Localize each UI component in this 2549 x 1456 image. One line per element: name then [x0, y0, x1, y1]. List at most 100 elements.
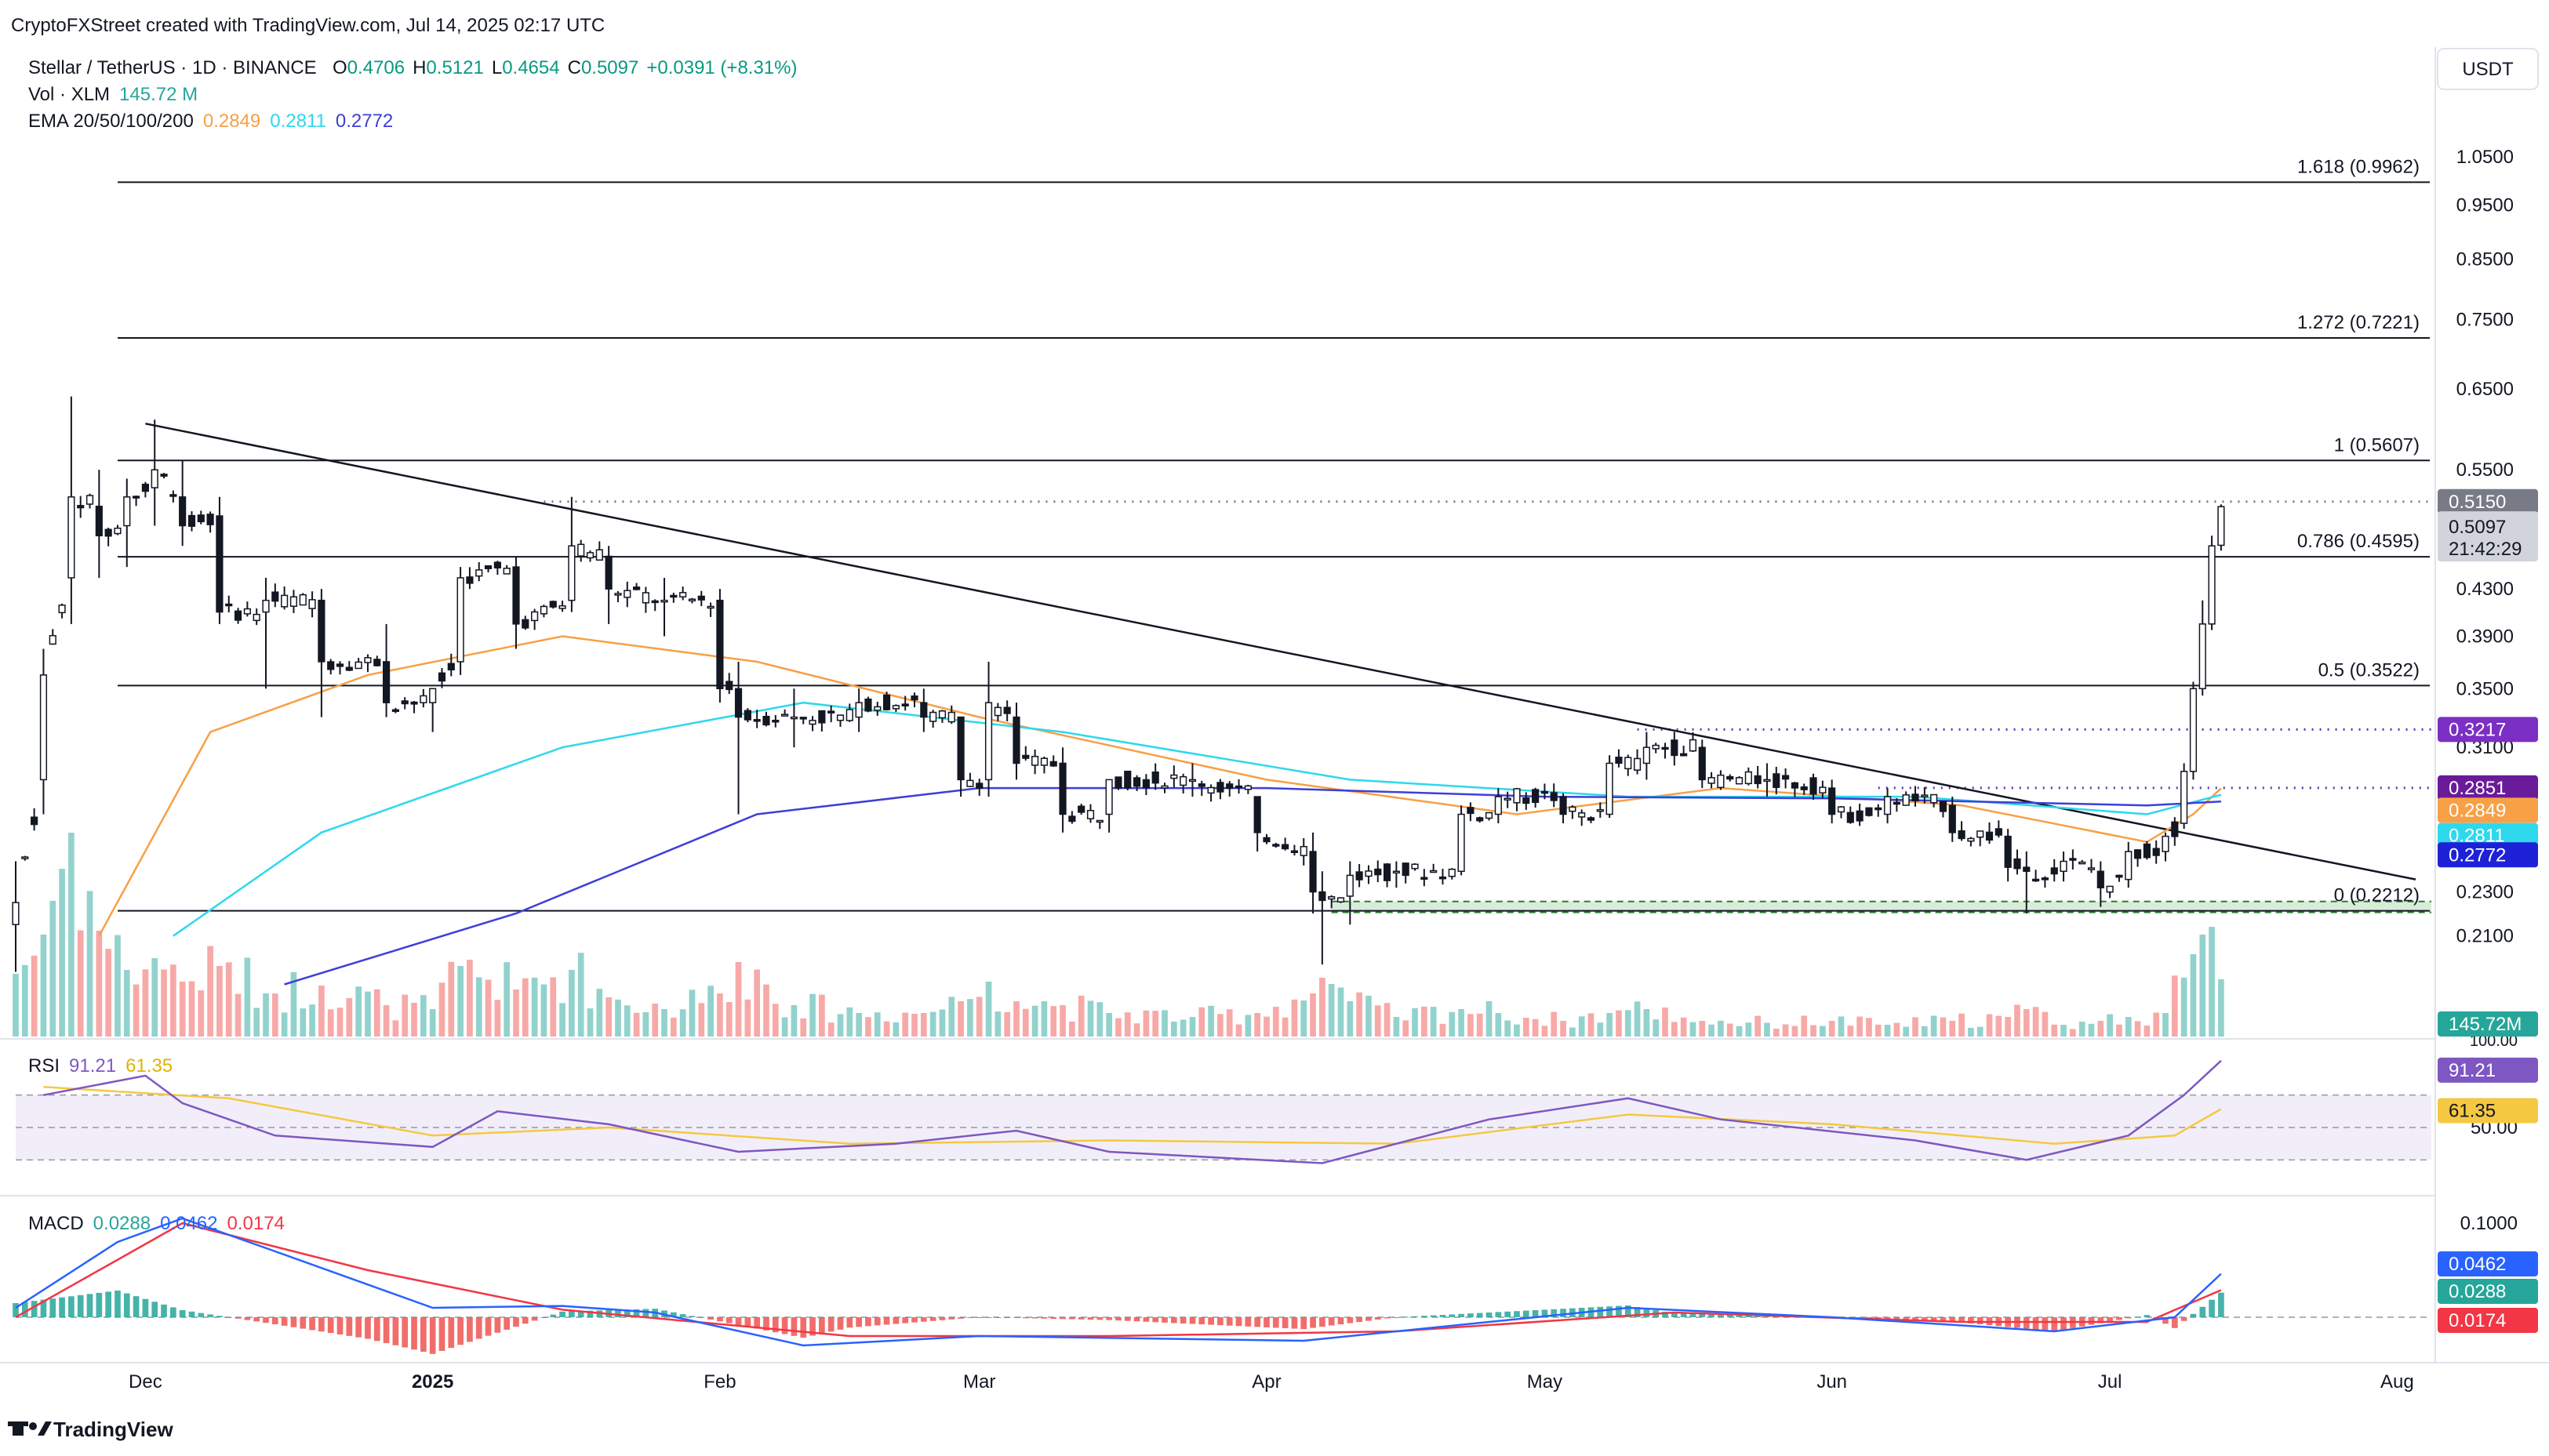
macd-histogram-bar [383, 1317, 390, 1344]
volume-bar [253, 1008, 260, 1037]
volume-bar [522, 978, 529, 1037]
macd-histogram-bar [2190, 1313, 2197, 1317]
macd-histogram-bar [2199, 1306, 2206, 1317]
macd-histogram-bar [188, 1311, 195, 1317]
candle-body [1309, 851, 1317, 893]
macd-histogram-bar [671, 1312, 677, 1317]
price-tag-label: 0.2849 [2449, 800, 2506, 821]
macd-histogram-bar [2097, 1317, 2104, 1323]
volume-bar [1476, 1013, 1483, 1037]
candle-body [216, 515, 224, 613]
macd-histogram-bar [467, 1317, 473, 1342]
macd-histogram-bar [1254, 1317, 1261, 1327]
macd-histogram-bar [1736, 1314, 1743, 1317]
currency-button[interactable]: USDT [2437, 48, 2539, 90]
candle-body [1235, 785, 1243, 789]
volume-bar [207, 946, 213, 1037]
candle-body [688, 598, 696, 601]
candle-body [522, 619, 529, 629]
volume-bar [1412, 1008, 1418, 1037]
macd-histogram-bar [679, 1314, 686, 1317]
volume-bar [235, 993, 242, 1037]
candle-body [744, 710, 751, 721]
candle-body [2078, 861, 2086, 865]
volume-bar [77, 930, 84, 1037]
candle-body [2069, 858, 2077, 861]
candle-body [1652, 744, 1660, 750]
candle-body [308, 599, 316, 609]
volume-bar [475, 977, 482, 1037]
volume-bar [1374, 1005, 1381, 1037]
candle-body [327, 661, 335, 670]
candle-body [1958, 830, 1965, 840]
candle-body [1846, 812, 1854, 823]
candle-body [1921, 794, 1929, 797]
volume-bar [494, 1000, 501, 1037]
volume-bar [1087, 1000, 1094, 1037]
macd-histogram-bar [1310, 1317, 1316, 1328]
macd-histogram-bar [1060, 1317, 1066, 1320]
macd-histogram-bar [1096, 1317, 1104, 1320]
tradingview-logo[interactable]: TradingView [8, 1418, 173, 1441]
volume-bar [1458, 1009, 1464, 1037]
volume-bar [1847, 1026, 1854, 1037]
candle-body [225, 603, 233, 607]
macd-histogram-bar [2051, 1317, 2058, 1331]
volume-bar [763, 984, 769, 1037]
volume-bar [661, 1009, 667, 1037]
candle-body [466, 576, 474, 584]
macd-legend-signal: 0.0462 [160, 1213, 217, 1234]
macd-histogram-bar [1430, 1315, 1437, 1317]
candle-body [938, 710, 947, 719]
macd-histogram-bar [772, 1317, 779, 1333]
volume-bar [1541, 1026, 1548, 1037]
volume-bar [1264, 1016, 1270, 1037]
fib-label: 1.618 (0.9962) [2297, 156, 2420, 177]
volume-bar [837, 1014, 844, 1037]
candle-body [364, 657, 372, 663]
volume-bar [198, 990, 205, 1037]
candle-body [1522, 797, 1530, 804]
candle-body [836, 714, 845, 721]
candle-body [1967, 837, 1975, 842]
candle-body [58, 605, 66, 614]
macd-histogram-bar [179, 1310, 186, 1317]
volume-bar [1069, 1021, 1075, 1037]
candle-body [1504, 797, 1511, 801]
candle-body [874, 706, 882, 711]
volume-bar [1180, 1019, 1187, 1037]
candle-body [39, 674, 48, 781]
candle-body [920, 702, 928, 718]
volume-bar [1467, 1014, 1474, 1037]
volume-bar [1522, 1018, 1529, 1037]
volume-bar [1976, 1026, 1984, 1037]
macd-histogram-bar [1597, 1306, 1604, 1317]
candle-body [1763, 779, 1771, 782]
volume-tag: 145.72M [2438, 1011, 2538, 1037]
candle-body [1115, 776, 1122, 789]
macd-histogram-bar [2218, 1292, 2224, 1317]
price-tick-label: 0.2300 [2456, 882, 2514, 903]
volume-bar [1198, 1007, 1205, 1037]
macd-histogram-bar [1976, 1317, 1984, 1324]
volume-bar [327, 1009, 334, 1037]
candle-body [1207, 786, 1215, 794]
volume-bar [1143, 1010, 1150, 1037]
volume-bar [642, 1011, 649, 1037]
volume-bar [577, 953, 584, 1037]
time-axis-label: May [1527, 1371, 1562, 1392]
macd-histogram-bar [494, 1317, 501, 1333]
macd-histogram-bar [1680, 1313, 1687, 1317]
macd-histogram-bar [911, 1317, 918, 1323]
volume-bar [633, 1012, 640, 1037]
macd-histogram-bar [642, 1309, 649, 1317]
macd-histogram-bar [31, 1301, 38, 1317]
volume-bar [1347, 1001, 1354, 1037]
candle-body [1049, 761, 1057, 767]
volume-bar [1718, 1020, 1724, 1037]
volume-bar [21, 964, 28, 1037]
macd-histogram-bar [735, 1317, 742, 1325]
macd-value-tag-label: 0.0462 [2449, 1254, 2506, 1275]
macd-histogram-bar [1893, 1317, 1900, 1320]
macd-histogram-bar [1412, 1316, 1418, 1317]
